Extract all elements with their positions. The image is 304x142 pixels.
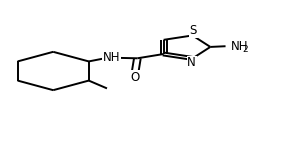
Text: NH: NH: [103, 51, 120, 64]
Text: S: S: [190, 24, 197, 37]
Text: N: N: [187, 56, 196, 69]
Text: NH: NH: [231, 40, 249, 53]
Text: 2: 2: [242, 45, 247, 54]
Text: O: O: [130, 71, 140, 84]
